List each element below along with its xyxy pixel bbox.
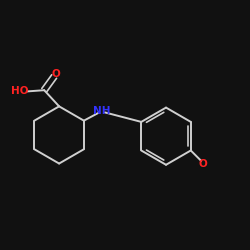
Text: O: O [51, 68, 60, 78]
Text: NH: NH [92, 106, 110, 116]
Text: O: O [199, 159, 207, 169]
Text: HO: HO [11, 86, 28, 97]
